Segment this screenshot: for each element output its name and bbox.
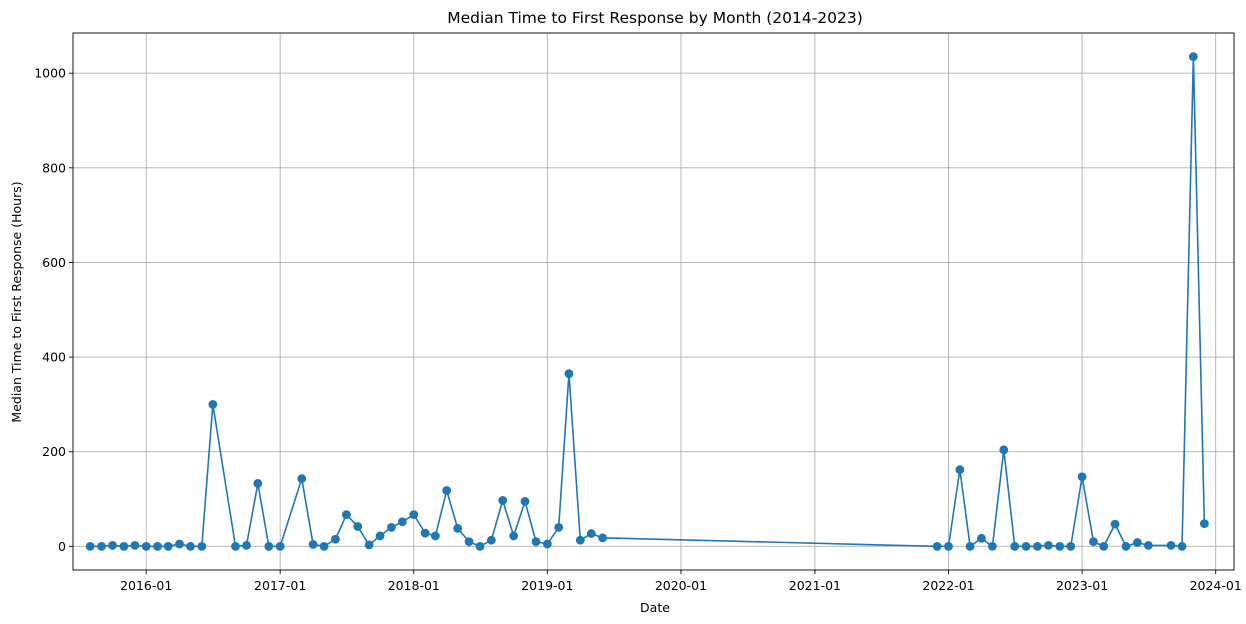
x-tick-label: 2024-01 (1190, 578, 1242, 593)
data-point (1199, 519, 1209, 529)
y-axis-label: Median Time to First Response (Hours) (9, 181, 24, 422)
data-point (1055, 541, 1065, 551)
data-point (486, 535, 496, 545)
data-point (1121, 541, 1131, 551)
data-point (364, 540, 374, 550)
x-tick-label: 2023-01 (1056, 578, 1108, 593)
data-point (297, 474, 307, 484)
data-point (598, 533, 608, 543)
data-point (175, 539, 184, 549)
data-point (988, 541, 997, 551)
x-tick-label: 2016-01 (120, 578, 172, 593)
y-tick-label: 400 (42, 350, 66, 365)
x-axis-label: Date (640, 600, 670, 615)
data-point (1166, 541, 1176, 550)
data-point (242, 541, 251, 550)
y-tick-label: 0 (58, 539, 66, 554)
data-point (498, 496, 508, 505)
data-point (420, 528, 430, 538)
data-point (1188, 52, 1198, 62)
grid (73, 33, 1234, 570)
x-tick-label: 2020-01 (655, 578, 707, 593)
data-point (1066, 541, 1076, 551)
data-point (1089, 537, 1098, 547)
data-point (375, 531, 385, 541)
data-point (163, 541, 173, 551)
data-point (1177, 541, 1187, 551)
data-point (464, 537, 474, 547)
data-point (1110, 519, 1120, 529)
series-layer (85, 52, 1209, 551)
data-point (955, 465, 965, 475)
data-point (1077, 472, 1087, 482)
data-point (331, 534, 340, 544)
data-point (85, 541, 95, 551)
data-point (197, 541, 207, 551)
x-axis-ticks: 2016-01 2017-01 2018-01 2019-01 2020-01 2021-… (120, 570, 1242, 593)
x-tick-label: 2017-01 (254, 578, 306, 593)
data-point (319, 541, 329, 551)
y-axis-ticks: 0 200 400 600 800 1000 (34, 66, 73, 554)
data-point (208, 400, 218, 409)
data-point (108, 541, 117, 550)
data-point (944, 541, 953, 551)
data-point (342, 510, 351, 520)
data-point (119, 541, 129, 551)
data-point (531, 537, 541, 547)
data-point (554, 523, 564, 532)
data-point (1033, 541, 1042, 551)
data-point (387, 523, 396, 532)
data-point (977, 533, 986, 543)
data-point (231, 541, 240, 551)
data-point (186, 541, 195, 551)
data-point (509, 531, 519, 541)
data-point (141, 541, 151, 551)
chart-title: Median Time to First Response by Month (… (447, 9, 863, 27)
y-tick-label: 600 (42, 255, 66, 270)
data-point (520, 497, 530, 506)
data-point (97, 541, 106, 551)
data-point (442, 486, 452, 495)
data-point (1099, 541, 1109, 551)
data-point (130, 541, 140, 550)
data-point (999, 445, 1009, 455)
x-tick-label: 2022-01 (922, 578, 974, 593)
y-tick-label: 1000 (34, 66, 66, 81)
data-point (564, 369, 574, 379)
data-point (453, 523, 463, 533)
data-point (932, 541, 942, 551)
data-point (1010, 541, 1020, 551)
x-tick-label: 2021-01 (789, 578, 841, 593)
data-point (1021, 541, 1031, 551)
series-line (90, 55, 1206, 548)
data-point (275, 541, 285, 551)
data-point (586, 529, 596, 538)
data-point (153, 541, 162, 551)
x-tick-label: 2019-01 (521, 578, 573, 593)
data-point (1132, 538, 1142, 547)
data-point (1143, 541, 1153, 550)
plot-area-frame (72, 32, 1235, 571)
data-point (965, 541, 975, 551)
data-point (398, 517, 407, 527)
data-point (308, 540, 318, 549)
data-point (353, 522, 363, 531)
data-point (409, 510, 419, 520)
data-point (1044, 541, 1053, 550)
data-point (264, 541, 274, 551)
data-point (430, 531, 440, 541)
data-point (542, 539, 552, 549)
x-tick-label: 2018-01 (388, 578, 440, 593)
y-tick-label: 200 (42, 444, 66, 459)
data-point (575, 535, 585, 545)
data-point (253, 479, 263, 488)
data-point (475, 541, 485, 551)
y-tick-label: 800 (42, 160, 66, 175)
